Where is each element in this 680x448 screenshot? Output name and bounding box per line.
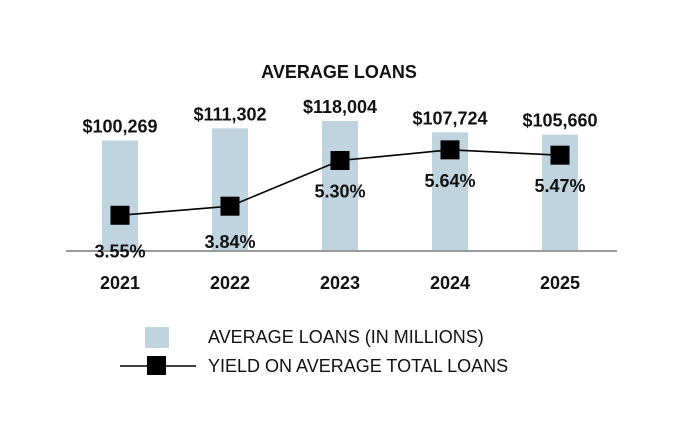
x-tick-label: 2022 (210, 273, 250, 293)
yield-value-label: 5.30% (314, 182, 365, 202)
bar-2023 (322, 121, 358, 251)
yield-value-label: 5.64% (424, 171, 475, 191)
bar-value-label: $111,302 (193, 104, 266, 124)
label-group: $100,269 $111,302 $118,004 $107,724 $105,660… (82, 97, 597, 261)
bar-value-label: $118,004 (303, 97, 377, 117)
legend-swatch-bar (145, 327, 169, 348)
yield-value-label: 5.47% (534, 176, 585, 196)
bar-value-label: $100,269 (82, 117, 157, 137)
bar-value-label: $107,724 (412, 108, 487, 128)
legend-swatch-marker (147, 356, 166, 375)
x-tick-label: 2023 (320, 273, 360, 293)
bar-2021 (102, 140, 138, 251)
yield-marker-2021 (110, 205, 130, 225)
chart-title: AVERAGE LOANS (261, 62, 417, 82)
yield-marker-2023 (330, 151, 350, 170)
yield-value-label: 3.84% (204, 232, 255, 252)
legend-label-bar: AVERAGE LOANS (IN MILLIONS) (208, 327, 484, 347)
legend-label-line: YIELD ON AVERAGE TOTAL LOANS (208, 356, 508, 376)
x-tick-label: 2024 (430, 273, 470, 293)
bar-2022 (212, 128, 248, 251)
x-tick-label: 2021 (100, 273, 140, 293)
yield-marker-2025 (550, 145, 570, 165)
yield-marker-2024 (440, 140, 460, 160)
legend: AVERAGE LOANS (IN MILLIONS) YIELD ON AVE… (120, 327, 508, 376)
yield-value-label: 3.55% (94, 241, 145, 261)
line-series-group (110, 140, 570, 225)
x-tick-label: 2025 (540, 273, 580, 293)
yield-marker-2022 (220, 196, 240, 216)
bar-value-label: $105,660 (522, 111, 597, 131)
x-tick-group: 2021 2022 2023 2024 2025 (100, 273, 580, 293)
